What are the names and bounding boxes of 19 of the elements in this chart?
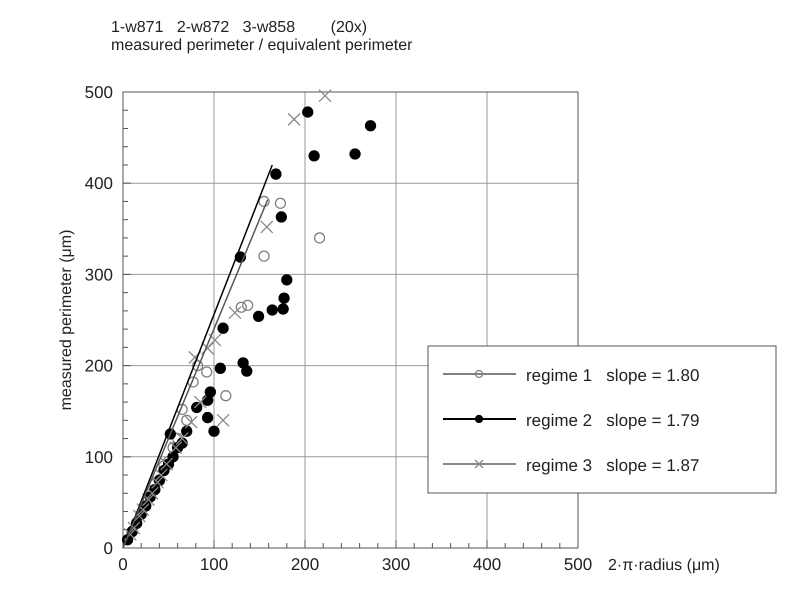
y-tick-label: 400: [84, 174, 113, 194]
y-tick-label: 500: [84, 83, 113, 102]
y-axis-title: measured perimeter (μm): [58, 230, 75, 410]
y-tick-label: 300: [84, 265, 113, 284]
x-tick-label: 0: [118, 555, 128, 574]
x-tick-label: 300: [382, 555, 410, 574]
x-tick-label: 200: [290, 555, 320, 574]
x-axis-title: 2·π·radius (μm): [608, 557, 720, 574]
x-tick-label: 100: [200, 555, 228, 574]
y-tick-label: 200: [84, 356, 113, 376]
legend-label: regime 2 slope = 1.79: [526, 411, 700, 430]
legend-label: regime 3 slope = 1.87: [526, 456, 700, 475]
x-tick-label: 400: [472, 555, 502, 574]
chart-subtitle: measured perimeter / equivalent perimeter: [111, 37, 414, 54]
chart-title: 1-w871 2-w872 3-w858 (20x): [111, 19, 368, 36]
y-tick-label: 0: [104, 539, 113, 558]
x-tick-label: 500: [564, 555, 592, 574]
legend-label: regime 1 slope = 1.80: [526, 366, 700, 385]
y-tick-label: 100: [84, 448, 113, 467]
